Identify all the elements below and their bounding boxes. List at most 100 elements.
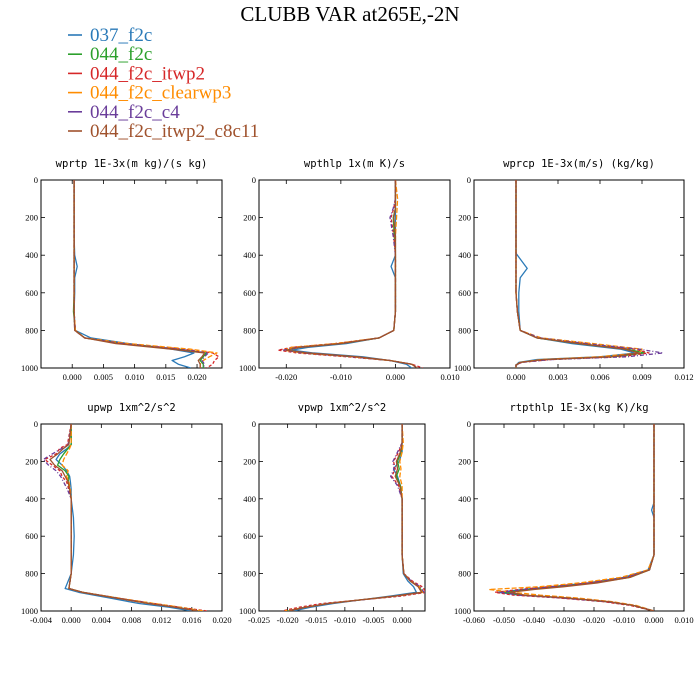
y-tick-label: 800 bbox=[243, 325, 256, 335]
x-tick-label: 0.015 bbox=[156, 372, 175, 382]
x-tick-label: 0.000 bbox=[386, 372, 405, 382]
panel-4: upwp 1xm^2/s^2 0 200 400 600 800 1000-0.004 0.0… bbox=[21, 402, 232, 625]
y-tick-label: 600 bbox=[458, 531, 471, 541]
x-tick-label: 0.000 bbox=[644, 615, 663, 625]
y-tick-label: 0 bbox=[467, 175, 471, 185]
y-tick-label: 0 bbox=[34, 175, 38, 185]
x-tick-label: -0.050 bbox=[493, 615, 515, 625]
x-tick-label: 0.005 bbox=[94, 372, 113, 382]
y-tick-label: 800 bbox=[25, 325, 38, 335]
panel-title: vpwp 1xm^2/s^2 bbox=[298, 402, 387, 414]
x-tick-label: -0.010 bbox=[330, 372, 352, 382]
x-tick-label: -0.020 bbox=[275, 372, 297, 382]
x-tick-label: 0.016 bbox=[182, 615, 201, 625]
y-tick-label: 1000 bbox=[454, 606, 471, 616]
plot-frame bbox=[40, 179, 223, 369]
y-tick-label: 400 bbox=[458, 494, 471, 504]
series-group bbox=[281, 424, 425, 611]
y-tick-label: 1000 bbox=[21, 606, 38, 616]
y-tick-label: 400 bbox=[25, 494, 38, 504]
x-tick-label: 0.006 bbox=[590, 372, 609, 382]
panel-title: rtpthlp 1E-3x(kg K)/kg bbox=[509, 402, 648, 414]
y-tick-label: 0 bbox=[252, 419, 256, 429]
series-group bbox=[515, 180, 664, 368]
y-tick-label: 600 bbox=[25, 288, 38, 298]
x-tick-label: 0.000 bbox=[63, 372, 82, 382]
legend-label: 044_f2c_c4 bbox=[90, 102, 180, 123]
plot-frame bbox=[473, 423, 685, 612]
y-tick-label: 1000 bbox=[454, 363, 471, 373]
panels: wprtp 1E-3x(m kg)/(s kg) 0 200 400 600 800 100… bbox=[21, 158, 694, 625]
x-tick-label: 0.012 bbox=[674, 372, 693, 382]
series-line-044_f2c_c4 bbox=[515, 180, 664, 368]
y-tick-label: 200 bbox=[25, 456, 38, 466]
panel-title: wprtp 1E-3x(m kg)/(s kg) bbox=[56, 158, 208, 170]
y-tick-label: 200 bbox=[458, 456, 471, 466]
series-line-044_f2c_clearwp3 bbox=[515, 180, 643, 368]
y-tick-label: 0 bbox=[252, 175, 256, 185]
x-tick-label: -0.015 bbox=[305, 615, 327, 625]
y-tick-label: 800 bbox=[25, 569, 38, 579]
series-line-044_f2c_itwp2_c8c11 bbox=[49, 424, 198, 611]
x-tick-label: 0.020 bbox=[212, 615, 231, 625]
x-tick-label: 0.010 bbox=[440, 372, 459, 382]
y-tick-label: 200 bbox=[243, 456, 256, 466]
x-tick-label: -0.060 bbox=[463, 615, 485, 625]
y-tick-label: 200 bbox=[25, 213, 38, 223]
panel-6: rtpthlp 1E-3x(kg K)/kg02004006008001000-… bbox=[454, 402, 694, 625]
y-tick-label: 400 bbox=[25, 250, 38, 260]
legend: 037_f2c044_f2c044_f2c_itwp2044_f2c_clear… bbox=[68, 25, 259, 142]
series-line-044_f2c_clearwp3 bbox=[282, 180, 418, 368]
series-line-044_f2c_itwp2_c8c11 bbox=[509, 424, 655, 611]
x-tick-label: -0.010 bbox=[613, 615, 635, 625]
legend-entry: 044_f2c_c4 bbox=[68, 102, 180, 123]
x-tick-label: 0.008 bbox=[122, 615, 141, 625]
figure-title: CLUBB VAR at265E,-2N bbox=[240, 2, 459, 26]
y-tick-label: 0 bbox=[34, 419, 38, 429]
x-tick-label: 0.010 bbox=[125, 372, 144, 382]
series-line-044_f2c_itwp2_c8c11 bbox=[285, 180, 418, 368]
series-line-044_f2c_itwp2 bbox=[281, 424, 425, 611]
series-line-044_f2c_itwp2 bbox=[515, 180, 650, 368]
panel-2: wpthlp 1x(m K)/s 0 200 400 600 800 1000 -0.020 -… bbox=[239, 158, 460, 382]
plot-frame bbox=[258, 179, 451, 369]
series-line-044_f2c_c4 bbox=[42, 424, 200, 611]
panel-1: wprtp 1E-3x(m kg)/(s kg) 0 200 400 600 800 100… bbox=[21, 158, 223, 382]
y-tick-label: 1000 bbox=[239, 606, 256, 616]
y-tick-label: 200 bbox=[243, 213, 256, 223]
x-tick-label: 0.000 bbox=[506, 372, 525, 382]
y-tick-label: 0 bbox=[467, 419, 471, 429]
x-tick-label: -0.025 bbox=[248, 615, 270, 625]
legend-entry: 044_f2c_itwp2_c8c11 bbox=[68, 121, 259, 142]
series-line-044_f2c_itwp2 bbox=[277, 180, 423, 368]
y-tick-label: 800 bbox=[458, 325, 471, 335]
series-line-044_f2c_itwp2_c8c11 bbox=[288, 424, 423, 611]
x-tick-label: 0.012 bbox=[152, 615, 171, 625]
legend-entry: 044_f2c_clearwp3 bbox=[68, 83, 231, 104]
y-tick-label: 800 bbox=[243, 569, 256, 579]
x-tick-label: -0.005 bbox=[362, 615, 384, 625]
x-tick-label: -0.020 bbox=[583, 615, 605, 625]
series-group bbox=[72, 180, 220, 368]
series-line-044_f2c_clearwp3 bbox=[61, 424, 204, 611]
series-line-044_f2c bbox=[56, 424, 200, 611]
plot-frame bbox=[258, 423, 426, 612]
plot-frame bbox=[473, 179, 685, 369]
legend-label: 044_f2c_clearwp3 bbox=[90, 83, 231, 104]
series-line-044_f2c bbox=[515, 180, 646, 368]
y-tick-label: 800 bbox=[458, 569, 471, 579]
x-tick-label: -0.030 bbox=[553, 615, 575, 625]
series-group bbox=[42, 424, 208, 611]
series-line-044_f2c_itwp2_c8c11 bbox=[73, 180, 206, 368]
panel-3: wprcp 1E-3x(m/s) (kg/kg) 0 200 400 600 800 100… bbox=[454, 158, 694, 382]
x-tick-label: -0.010 bbox=[334, 615, 356, 625]
legend-label: 044_f2c_itwp2_c8c11 bbox=[90, 121, 259, 142]
legend-entry: 037_f2c bbox=[68, 25, 152, 46]
x-tick-label: 0.010 bbox=[674, 615, 693, 625]
legend-entry: 044_f2c_itwp2 bbox=[68, 63, 205, 84]
series-group bbox=[277, 180, 423, 368]
series-line-044_f2c_c4 bbox=[287, 424, 425, 611]
series-line-044_f2c_itwp2_c8c11 bbox=[515, 180, 640, 368]
panel-5: vpwp 1xm^2/s^2 0 200 400 600 800 1000-0.025 -0.… bbox=[239, 402, 426, 625]
x-tick-label: 0.000 bbox=[62, 615, 81, 625]
